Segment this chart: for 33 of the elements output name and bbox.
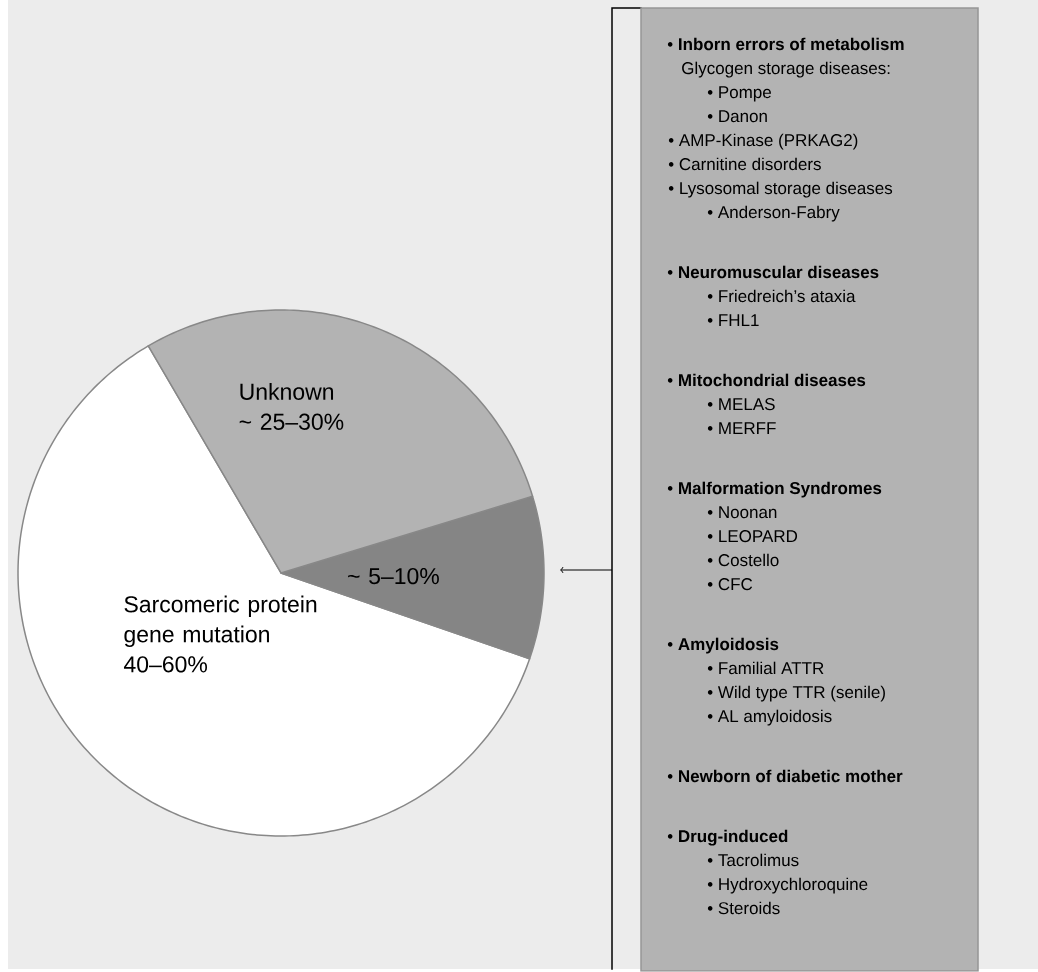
text: ~ 5–10% [348, 568, 439, 585]
text: • Inborn errors of metabolism [667, 37, 904, 51]
text: • Familial ATTR [707, 661, 824, 675]
text: ~ 25–30% [239, 413, 344, 430]
text: • AMP-Kinase (PRKAG2) [668, 133, 858, 150]
text: • Costello [707, 553, 779, 567]
text: • Newborn of diabetic mother [667, 769, 903, 783]
text: • Danon [707, 110, 767, 123]
text: • Tacrolimus [707, 853, 799, 867]
text: • Malformation Syndromes [667, 481, 882, 498]
slice-label: Unknown [240, 383, 334, 400]
text: • MERFF [707, 422, 776, 435]
text: • Friedreich’s ataxia [707, 289, 856, 303]
text: Glycogen storage diseases: [682, 61, 890, 78]
text: • Noonan [707, 506, 777, 519]
text: • CFC [707, 578, 753, 591]
text: • Steroids [707, 901, 780, 915]
text: • FHL1 [707, 314, 759, 327]
text: • Mitochondrial diseases [667, 373, 866, 387]
text: • Amyloidosis [667, 637, 779, 654]
text: • Lysosomal storage diseases [668, 181, 893, 198]
text: 40–60% [123, 656, 208, 673]
text: • Carnitine disorders [668, 157, 821, 171]
text: • LEOPARD [707, 530, 798, 543]
text: • Drug-induced [667, 829, 788, 846]
text: • MELAS [707, 398, 775, 411]
text: • Anderson-Fabry [707, 205, 840, 222]
text: • Pompe [707, 86, 771, 102]
slice-label: Sarcomeric protein gene mutation [124, 595, 317, 648]
text: • Neuromuscular diseases [667, 265, 879, 279]
text: • Wild type TTR (senile) [707, 685, 885, 702]
text: • Hydroxychloroquine [707, 877, 868, 894]
text: • AL amyloidosis [707, 709, 832, 726]
